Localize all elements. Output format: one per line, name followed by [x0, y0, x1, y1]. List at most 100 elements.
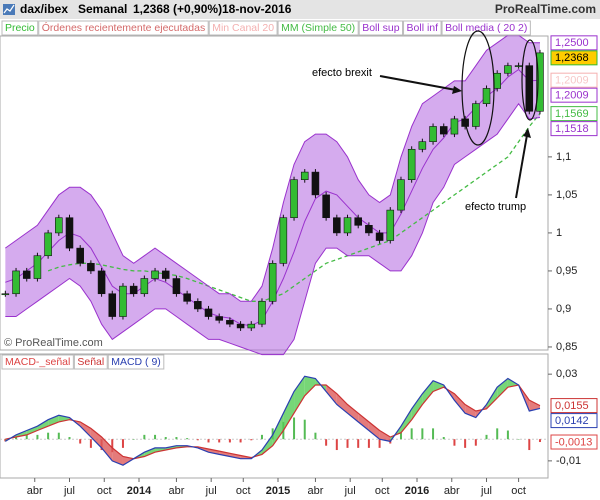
macd-fill — [422, 380, 434, 405]
histogram-bar — [79, 439, 82, 444]
histogram-bar — [121, 439, 124, 448]
histogram-bar — [517, 439, 520, 440]
y-tick-label: -0,01 — [556, 455, 581, 467]
legend-box — [107, 354, 165, 370]
histogram-bar — [164, 437, 167, 440]
macd-line — [5, 384, 541, 460]
macd-fill — [80, 421, 91, 438]
macd-fill — [272, 413, 284, 446]
candle — [493, 72, 501, 89]
x-tick-label: jul — [480, 485, 492, 497]
indicator-line — [5, 34, 540, 302]
annotation: efecto brexit — [312, 67, 372, 79]
bollinger-band — [5, 35, 540, 355]
macd-fill — [497, 378, 508, 399]
macd-fill — [144, 447, 156, 457]
candle — [65, 217, 74, 249]
candle — [151, 270, 159, 279]
candle — [450, 118, 459, 135]
candle — [12, 270, 20, 295]
histogram-bar — [250, 439, 253, 441]
last-value-box — [550, 72, 598, 88]
last-value-box — [550, 121, 598, 137]
y-tick-label: 0,85 — [556, 341, 577, 353]
histogram-bar — [218, 439, 221, 443]
candle — [290, 179, 298, 219]
legend-entry: Señal — [77, 356, 104, 368]
histogram-bar — [15, 437, 18, 440]
chart-icon-line — [3, 4, 15, 14]
period: Semanal — [78, 2, 127, 16]
last-value-label: 0,0142 — [555, 415, 589, 427]
candle — [247, 323, 256, 329]
last-value-label: 0,0155 — [555, 400, 589, 412]
histogram-bar — [314, 432, 317, 440]
legend-box — [1, 354, 74, 370]
histogram-bar — [68, 437, 71, 440]
legend-entry: Boll sup — [362, 22, 400, 34]
brexit-arrow — [379, 75, 457, 91]
histogram-bar — [474, 439, 477, 446]
histogram-bar — [175, 437, 178, 440]
x-tick-label: abr — [27, 485, 43, 497]
histogram-bar — [47, 432, 50, 440]
histogram-bar — [357, 439, 360, 448]
macd-fill — [37, 419, 49, 431]
macd-fill — [465, 404, 476, 418]
candle — [504, 65, 512, 74]
macd-fill — [368, 421, 380, 440]
histogram-bar — [143, 434, 146, 440]
x-tick-label: abr — [168, 485, 184, 497]
x-tick-label: oct — [97, 485, 112, 497]
histogram-bar — [293, 417, 296, 440]
candle — [108, 293, 117, 317]
histogram-bar — [506, 430, 509, 440]
legend-entry: MACD-_señal — [5, 356, 70, 368]
last-value-box — [550, 398, 598, 414]
macd-fill — [529, 400, 540, 412]
x-tick-label: oct — [236, 485, 251, 497]
candle — [536, 52, 544, 112]
histogram-bar — [89, 439, 92, 448]
macd-fill — [283, 391, 295, 431]
legend-box — [403, 20, 442, 36]
last-value-box — [550, 87, 598, 103]
histogram-bar — [57, 432, 60, 440]
candle — [418, 141, 427, 150]
histogram-bar — [432, 428, 435, 440]
candle — [87, 263, 95, 272]
candle — [268, 263, 277, 302]
histogram-bar — [538, 439, 541, 443]
histogram-bar — [410, 428, 413, 440]
histogram-bar — [154, 434, 157, 440]
x-tick-label: 2015 — [266, 485, 290, 497]
last-value-label: -0,0013 — [555, 436, 592, 448]
candle — [236, 323, 245, 329]
candle — [333, 217, 341, 234]
macd-fill — [101, 437, 113, 461]
histogram-bar — [335, 439, 338, 451]
macd-fill — [208, 448, 220, 455]
histogram-bar — [196, 439, 199, 441]
date: 18-nov-2016 — [222, 2, 292, 16]
last-value-label: 1,1569 — [555, 108, 589, 120]
last-value-box — [550, 50, 598, 66]
candle — [525, 65, 534, 112]
y-tick-label: 1,1 — [556, 151, 571, 163]
x-tick-label: jul — [344, 485, 356, 497]
legend-box — [1, 20, 39, 36]
candle — [161, 270, 170, 279]
candle — [22, 270, 31, 279]
histogram-bar — [260, 434, 263, 440]
macd-fill — [48, 415, 59, 427]
header-bar — [0, 0, 600, 19]
watermark: © ProRealTime.com — [4, 337, 103, 349]
candle — [140, 278, 149, 295]
legend-entry: Boll media ( 20 2) — [445, 22, 527, 34]
brexit-ellipse — [461, 30, 495, 146]
candle — [311, 171, 320, 196]
histogram-bar — [442, 437, 445, 440]
macd-fill — [433, 380, 444, 392]
candle — [279, 217, 288, 264]
